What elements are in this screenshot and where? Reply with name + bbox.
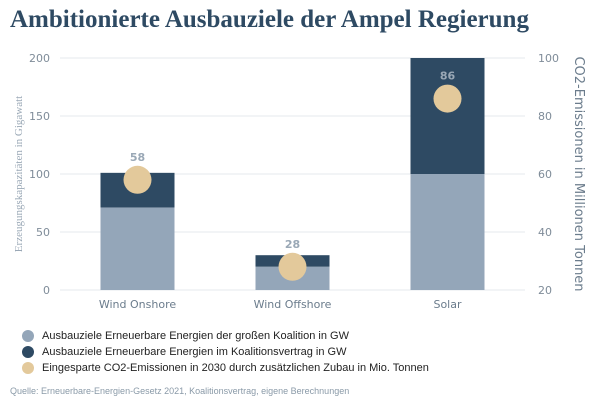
legend-item: Eingesparte CO2-Emissionen in 2030 durch… — [22, 360, 429, 376]
legend-swatch — [22, 346, 34, 358]
co2-data-label: 58 — [130, 151, 145, 164]
legend-label: Eingesparte CO2-Emissionen in 2030 durch… — [42, 362, 429, 374]
legend-label: Ausbauziele Erneuerbare Energien der gro… — [42, 330, 349, 342]
legend-label: Ausbauziele Erneuerbare Energien im Koal… — [42, 346, 347, 358]
source-note: Quelle: Erneuerbare-Energien-Gesetz 2021… — [10, 386, 350, 396]
y-tick-label: 200 — [29, 52, 50, 65]
y-right-tick-label: 40 — [538, 226, 552, 239]
y-axis-right-title: CO2-Emissionen in Millionen Tonnen — [571, 56, 586, 291]
y-tick-label: 100 — [29, 168, 50, 181]
co2-data-label: 28 — [285, 238, 300, 251]
legend: Ausbauziele Erneuerbare Energien der gro… — [22, 328, 429, 376]
x-tick-label: Wind Offshore — [254, 298, 332, 311]
bar-koalitionsvertrag — [410, 58, 485, 174]
y-tick-label: 150 — [29, 110, 50, 123]
bar-grosse-koalition — [410, 174, 485, 290]
co2-marker — [123, 165, 152, 194]
legend-item: Ausbauziele Erneuerbare Energien im Koal… — [22, 344, 429, 360]
x-tick-label: Solar — [433, 298, 462, 311]
co2-marker — [433, 84, 462, 113]
y-right-tick-label: 100 — [538, 52, 559, 65]
y-axis-title: Erzeugungskapazitäten in Gigawatt — [13, 96, 25, 252]
chart-title: Ambitionierte Ausbauziele der Ampel Regi… — [10, 6, 529, 33]
y-tick-label: 50 — [36, 226, 50, 239]
co2-data-label: 86 — [440, 70, 456, 83]
x-tick-label: Wind Onshore — [99, 298, 176, 311]
legend-swatch — [22, 362, 34, 374]
y-right-tick-label: 20 — [538, 284, 552, 297]
y-right-tick-label: 60 — [538, 168, 552, 181]
legend-swatch — [22, 330, 34, 342]
y-right-tick-label: 80 — [538, 110, 552, 123]
legend-item: Ausbauziele Erneuerbare Energien der gro… — [22, 328, 429, 344]
y-tick-label: 0 — [43, 284, 50, 297]
co2-marker — [278, 252, 307, 281]
bar-grosse-koalition — [100, 207, 175, 290]
